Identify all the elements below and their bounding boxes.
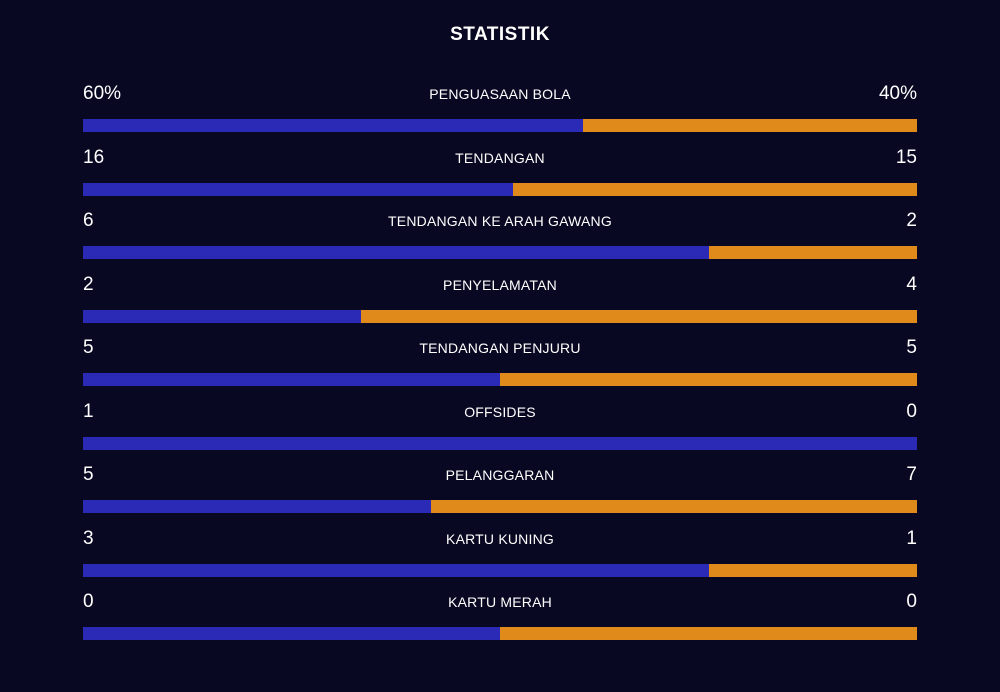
- comparison-bar: [83, 309, 917, 323]
- stat-label: OFFSIDES: [464, 403, 536, 420]
- stat-values: PENYELAMATAN 2 4: [83, 273, 917, 301]
- stat-label: PENGUASAAN BOLA: [429, 86, 571, 102]
- stat-label: KARTU MERAH: [448, 594, 552, 610]
- stat-row: PELANGGARAN 5 7: [83, 463, 917, 527]
- comparison-bar: [83, 563, 917, 577]
- stat-values: KARTU MERAH 0 0: [83, 590, 917, 618]
- home-bar-segment: [83, 309, 361, 323]
- away-value: 40%: [878, 83, 917, 104]
- stat-values: TENDANGAN PENJURU 5 5: [83, 336, 917, 364]
- panel-title: STATISTIK: [450, 24, 550, 45]
- stat-row: PENGUASAAN BOLA 60% 40%: [83, 82, 917, 146]
- home-bar-segment: [83, 500, 431, 513]
- home-value: 16: [83, 146, 105, 168]
- away-bar-segment: [500, 373, 917, 386]
- comparison-bar: [83, 119, 917, 132]
- comparison-bar: [83, 373, 917, 386]
- away-bar-segment: [583, 119, 917, 132]
- stat-label: KARTU KUNING: [446, 530, 554, 547]
- stat-label: TENDANGAN KE ARAH GAWANG: [388, 213, 612, 229]
- away-value: 0: [906, 400, 917, 422]
- home-bar-segment: [83, 627, 500, 640]
- home-bar-segment: [83, 373, 500, 386]
- home-value: 6: [83, 210, 94, 231]
- away-value: 7: [906, 464, 917, 485]
- home-value: 2: [83, 273, 94, 295]
- home-value: 5: [83, 464, 94, 485]
- home-bar-segment: [83, 182, 514, 196]
- away-bar-segment: [360, 309, 917, 323]
- home-bar-segment: [83, 436, 917, 450]
- home-value: 5: [83, 337, 94, 358]
- stat-row: KARTU MERAH 0 0: [83, 590, 917, 654]
- stats-list: PENGUASAAN BOLA 60% 40% TENDANGAN 16 15 TENDAN…: [83, 82, 917, 654]
- stat-values: TENDANGAN KE ARAH GAWANG 6 2: [83, 209, 917, 237]
- away-bar-segment: [430, 500, 917, 513]
- away-bar-segment: [500, 627, 917, 640]
- away-value: 5: [906, 337, 917, 358]
- home-value: 60%: [83, 83, 122, 104]
- stat-row: TENDANGAN KE ARAH GAWANG 6 2: [83, 209, 917, 273]
- stat-row: OFFSIDES 1 0: [83, 400, 917, 464]
- comparison-bar: [83, 500, 917, 513]
- home-bar-segment: [83, 246, 709, 259]
- stat-values: PENGUASAAN BOLA 60% 40%: [83, 82, 917, 110]
- home-value: 1: [83, 400, 94, 422]
- stat-label: TENDANGAN PENJURU: [419, 340, 581, 356]
- home-value: 3: [83, 527, 94, 549]
- comparison-bar: [83, 182, 917, 196]
- away-value: 15: [895, 146, 917, 168]
- stat-row: TENDANGAN 16 15: [83, 146, 917, 210]
- stat-values: TENDANGAN 16 15: [83, 146, 917, 174]
- stat-row: PENYELAMATAN 2 4: [83, 273, 917, 337]
- away-value: 2: [906, 210, 917, 231]
- stat-row: TENDANGAN PENJURU 5 5: [83, 336, 917, 400]
- home-bar-segment: [83, 563, 709, 577]
- home-value: 0: [83, 591, 94, 612]
- stat-values: PELANGGARAN 5 7: [83, 463, 917, 491]
- comparison-bar: [83, 436, 917, 450]
- stat-values: KARTU KUNING 3 1: [83, 527, 917, 555]
- stat-row: KARTU KUNING 3 1: [83, 527, 917, 591]
- stat-label: PENYELAMATAN: [443, 276, 557, 293]
- comparison-bar: [83, 246, 917, 259]
- stat-values: OFFSIDES 1 0: [83, 400, 917, 428]
- stat-label: TENDANGAN: [455, 149, 545, 166]
- away-value: 0: [906, 591, 917, 612]
- away-bar-segment: [708, 246, 917, 259]
- stat-label: PELANGGARAN: [445, 467, 555, 483]
- comparison-bar: [83, 627, 917, 640]
- away-bar-segment: [513, 182, 917, 196]
- away-bar-segment: [708, 563, 917, 577]
- away-value: 1: [906, 527, 917, 549]
- away-value: 4: [906, 273, 917, 295]
- home-bar-segment: [83, 119, 584, 132]
